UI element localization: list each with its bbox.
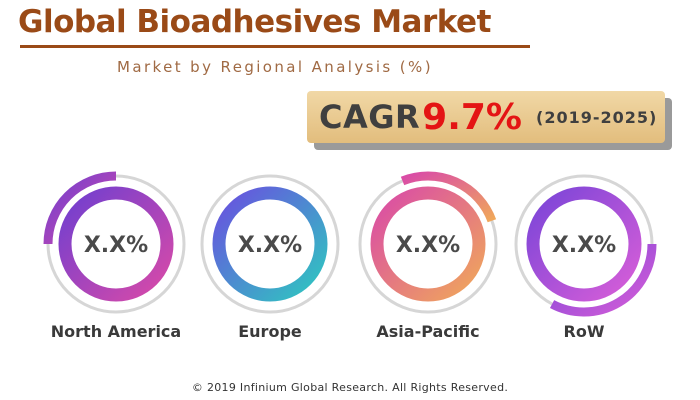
region-value-label: X.X% — [396, 233, 460, 258]
copyright-footer: © 2019 Infinium Global Research. All Rig… — [191, 381, 509, 394]
ring-asia-pacific — [370, 186, 486, 302]
cagr-badge: CAGR 9.7% (2019-2025) — [307, 91, 665, 143]
ring-europe — [212, 186, 328, 302]
ring-accent-arc — [549, 243, 657, 317]
region-name-label: Asia-Pacific — [376, 322, 479, 341]
ring-outline — [200, 174, 340, 314]
chart-title: Global Bioadhesives Market — [18, 4, 491, 40]
ring-north-america — [58, 186, 174, 302]
region-value-label: X.X% — [238, 233, 302, 258]
cagr-value: 9.7% — [422, 96, 522, 138]
cagr-period: (2019-2025) — [536, 107, 658, 127]
region-name-label: North America — [51, 322, 181, 341]
cagr-label: CAGR — [319, 98, 421, 136]
region-value-label: X.X% — [552, 233, 616, 258]
chart-subtitle: Market by Regional Analysis (%) — [117, 58, 433, 76]
title-underline — [20, 45, 530, 48]
region-name-label: RoW — [564, 322, 605, 341]
region-value-label: X.X% — [84, 233, 148, 258]
ring-accent-arc — [43, 171, 117, 245]
ring-accent-arc — [400, 171, 497, 223]
ring-row — [526, 186, 642, 302]
region-name-label: Europe — [238, 322, 302, 341]
